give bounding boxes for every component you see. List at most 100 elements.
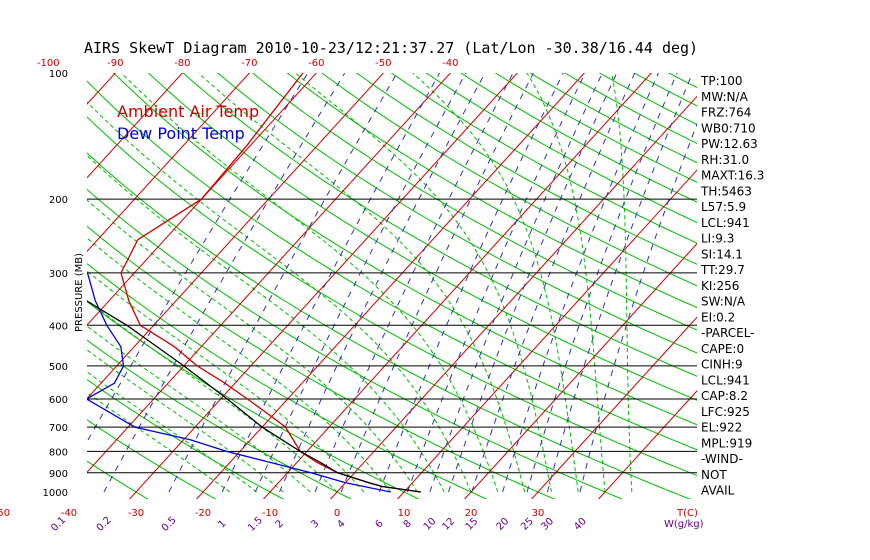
index-entry: CAP:8.2 [701, 389, 748, 403]
bottom-temp-tick-labels: -50 -40 -30 -20 -10 0 10 20 30 [0, 508, 544, 519]
moist-adiabat-line [87, 299, 338, 493]
index-entry: KI:256 [701, 279, 739, 293]
index-entry: LCL:941 [701, 373, 750, 387]
bottom-temp-tick-label: 0 [334, 508, 340, 519]
isotherms [0, 64, 697, 501]
mixing-ratio-line [471, 73, 636, 493]
isotherm-line [87, 73, 318, 326]
mixing-ratio-line [221, 73, 441, 493]
mixing-ratio-line [546, 73, 693, 493]
index-entry: CINH:9 [701, 358, 743, 372]
mixing-ratio-tick-label: 4 [335, 518, 347, 530]
w-unit-label: W(g/kg) [664, 519, 704, 530]
mixing-ratio-tick-label: 10 [422, 516, 439, 533]
dry-adiabat-line [182, 73, 697, 377]
moist-adiabat-line [198, 73, 526, 493]
top-temp-tick-label: -100 [37, 58, 60, 69]
mixing-ratio-line [429, 73, 603, 493]
bottom-temp-tick-label: 20 [465, 508, 478, 519]
mixing-ratio-line [526, 73, 678, 493]
dry-adiabat-line [87, 419, 217, 499]
dry-adiabat-line [823, 64, 870, 501]
moist-adiabat-line [87, 154, 445, 493]
index-entry: WB0:710 [701, 121, 756, 135]
index-entry: -PARCEL- [701, 326, 755, 340]
isotherm-line [262, 73, 653, 499]
index-entry: EI:0.2 [701, 310, 735, 324]
top-temp-tick-label: -50 [375, 58, 391, 69]
bottom-temp-tick-label: -20 [195, 508, 211, 519]
index-entry: LFC:925 [701, 405, 750, 419]
dry-adiabat-line [217, 73, 697, 354]
index-entry: MAXT:16.3 [701, 169, 764, 183]
mixing-ratio-tick-label: 40 [572, 516, 589, 533]
index-entry: TP:100 [700, 74, 743, 88]
bottom-temp-tick-label: -30 [128, 508, 144, 519]
dry-adiabat-line [87, 80, 697, 451]
dry-adiabat-line [286, 73, 697, 309]
isotherm-line [396, 169, 697, 499]
isotherm-line [0, 64, 57, 501]
pressure-tick-label: 900 [49, 469, 68, 480]
index-entry: LCL:941 [701, 216, 750, 230]
dry-adiabats [0, 64, 870, 501]
dry-adiabat-line [529, 73, 697, 164]
moist-adiabat-line [87, 325, 311, 493]
moist-adiabat-line [121, 73, 499, 493]
mixing-ratio-line [279, 73, 486, 493]
dry-adiabat-line [87, 339, 353, 499]
index-entry: AVAIL [701, 484, 735, 498]
bottom-temp-tick-label: -40 [61, 508, 77, 519]
index-entry: TT:29.7 [700, 263, 745, 277]
series-line [87, 271, 391, 493]
isotherm-line [597, 390, 697, 499]
pressure-tick-labels: 100 200 300 400 500 600 700 800 900 1000 [43, 69, 68, 499]
pressure-tick-label: 400 [49, 321, 68, 332]
index-entry: SI:14.1 [701, 247, 743, 261]
isotherm-line [195, 73, 586, 499]
mixing-ratio-tick-label: 20 [495, 516, 512, 533]
pressure-tick-label: 600 [49, 395, 68, 406]
moist-adiabat-line [611, 73, 633, 492]
dry-adiabat-line [857, 64, 870, 501]
mixing-ratio-line [254, 73, 467, 493]
y-axis-label: PRESSURE (MB) [74, 253, 85, 332]
mixing-ratio-line [314, 73, 514, 493]
pressure-tick-label: 800 [49, 447, 68, 458]
mixing-ratio-line [579, 122, 697, 493]
moist-adiabat-line [412, 73, 579, 493]
bottom-temp-tick-label: 10 [398, 508, 411, 519]
index-entry: LI:9.3 [701, 232, 734, 246]
pressure-tick-label: 200 [49, 195, 68, 206]
mixing-ratio-tick-label: 12 [440, 516, 457, 533]
pressure-tick-label: 700 [49, 423, 68, 434]
index-entry: SW:N/A [701, 295, 746, 309]
plot-area: Ambient Air Temp Dew Point Temp [0, 64, 870, 501]
mixing-ratio-line [448, 73, 618, 493]
index-entry: PW:12.63 [701, 137, 758, 151]
isotherm-line [87, 73, 184, 179]
index-entry: CAPE:0 [701, 342, 744, 356]
legend-label: Ambient Air Temp [117, 102, 259, 121]
bottom-temp-tick-label: -50 [0, 508, 10, 519]
pressure-tick-label: 100 [49, 69, 68, 80]
mixing-ratio-tick-label: 0.5 [160, 515, 179, 534]
isotherm-line [329, 95, 697, 499]
moist-adiabat-line [87, 349, 284, 493]
bottom-temp-tick-label: -10 [262, 508, 278, 519]
mixing-ratio-tick-label: 8 [402, 518, 414, 530]
sounding-series [87, 73, 421, 493]
index-entry: FRZ:764 [701, 106, 751, 120]
mixing-ratio-line [378, 73, 564, 493]
dry-adiabat-line [788, 64, 870, 501]
isotherm-line [530, 316, 697, 499]
dry-adiabat-line [0, 64, 83, 501]
pressure-lines [87, 198, 697, 474]
top-temp-tick-labels: -120-110-100-90-80-70-60-50-40 [37, 58, 459, 69]
dry-adiabat-line [87, 188, 624, 499]
mixing-ratio-line [502, 73, 659, 493]
index-entry: MW:N/A [701, 90, 749, 104]
pressure-tick-label: 1000 [43, 488, 68, 499]
